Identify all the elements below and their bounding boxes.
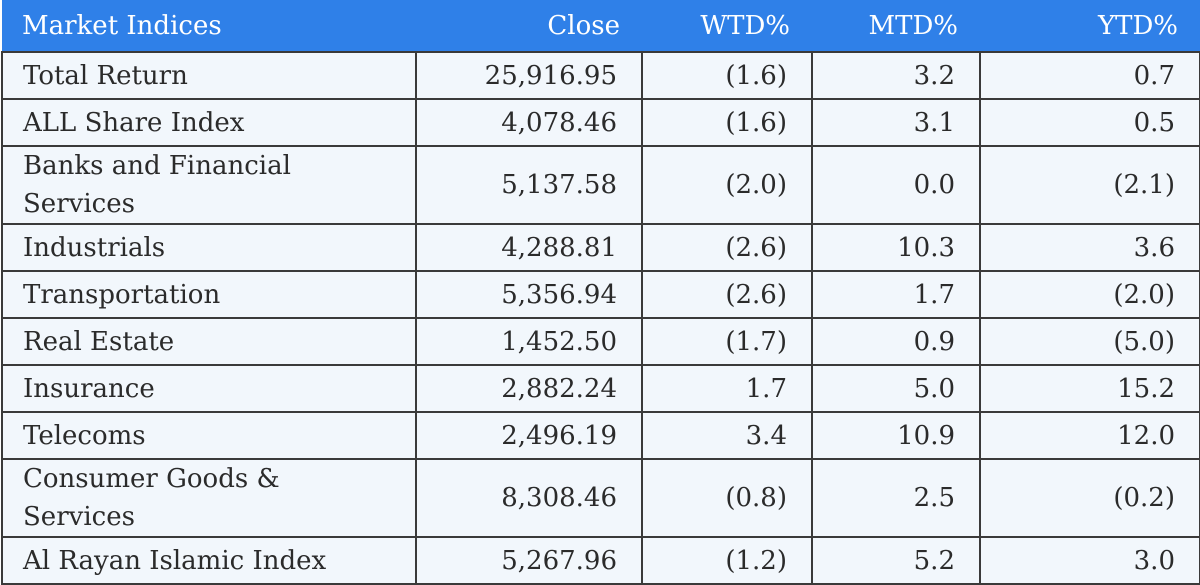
table-body: Total Return 25,916.95 (1.6) 3.2 0.7 ALL… bbox=[1, 51, 1200, 585]
close-value: 5,356.94 bbox=[415, 270, 643, 319]
table-row: Banks and Financial Services 5,137.58 (2… bbox=[1, 145, 1200, 225]
ytd-value: 0.7 bbox=[979, 51, 1200, 100]
table-row: Insurance 2,882.24 1.7 5.0 15.2 bbox=[1, 364, 1200, 413]
wtd-value: 3.4 bbox=[641, 411, 813, 460]
table-row: Telecoms 2,496.19 3.4 10.9 12.0 bbox=[1, 411, 1200, 460]
close-value: 5,137.58 bbox=[415, 145, 643, 225]
table-row: Consumer Goods & Services 8,308.46 (0.8)… bbox=[1, 458, 1200, 538]
index-name: Industrials bbox=[1, 223, 417, 272]
wtd-value: (2.0) bbox=[641, 145, 813, 225]
header-ytd: YTD% bbox=[1097, 10, 1178, 41]
index-name: Insurance bbox=[1, 364, 417, 413]
header-wtd: WTD% bbox=[700, 10, 790, 41]
index-name: Banks and Financial Services bbox=[1, 145, 417, 225]
ytd-value: (2.1) bbox=[979, 145, 1200, 225]
close-value: 2,496.19 bbox=[415, 411, 643, 460]
index-name: Total Return bbox=[1, 51, 417, 100]
close-value: 8,308.46 bbox=[415, 458, 643, 538]
ytd-value: 3.6 bbox=[979, 223, 1200, 272]
wtd-value: (1.6) bbox=[641, 98, 813, 147]
wtd-value: (0.8) bbox=[641, 458, 813, 538]
wtd-value: (1.7) bbox=[641, 317, 813, 366]
close-value: 4,078.46 bbox=[415, 98, 643, 147]
wtd-value: (2.6) bbox=[641, 270, 813, 319]
mtd-value: 5.2 bbox=[811, 536, 981, 585]
mtd-value: 0.9 bbox=[811, 317, 981, 366]
wtd-value: (1.2) bbox=[641, 536, 813, 585]
wtd-value: (1.6) bbox=[641, 51, 813, 100]
header-row: Market Indices Close WTD% MTD% YTD% bbox=[2, 0, 1200, 52]
ytd-value: (0.2) bbox=[979, 458, 1200, 538]
mtd-value: 10.9 bbox=[811, 411, 981, 460]
table-row: Transportation 5,356.94 (2.6) 1.7 (2.0) bbox=[1, 270, 1200, 319]
table-header: Market Indices Close WTD% MTD% YTD% bbox=[2, 0, 1200, 52]
close-value: 1,452.50 bbox=[415, 317, 643, 366]
header-market-indices: Market Indices bbox=[22, 10, 222, 41]
close-value: 5,267.96 bbox=[415, 536, 643, 585]
mtd-value: 10.3 bbox=[811, 223, 981, 272]
table-row: Industrials 4,288.81 (2.6) 10.3 3.6 bbox=[1, 223, 1200, 272]
mtd-value: 0.0 bbox=[811, 145, 981, 225]
table-row: Al Rayan Islamic Index 5,267.96 (1.2) 5.… bbox=[1, 536, 1200, 585]
close-value: 25,916.95 bbox=[415, 51, 643, 100]
ytd-value: 3.0 bbox=[979, 536, 1200, 585]
mtd-value: 3.2 bbox=[811, 51, 981, 100]
index-name: ALL Share Index bbox=[1, 98, 417, 147]
index-name: Telecoms bbox=[1, 411, 417, 460]
ytd-value: 12.0 bbox=[979, 411, 1200, 460]
mtd-value: 5.0 bbox=[811, 364, 981, 413]
ytd-value: 0.5 bbox=[979, 98, 1200, 147]
header-close: Close bbox=[547, 10, 620, 41]
mtd-value: 2.5 bbox=[811, 458, 981, 538]
header-mtd: MTD% bbox=[868, 10, 958, 41]
wtd-value: (2.6) bbox=[641, 223, 813, 272]
table-row: Total Return 25,916.95 (1.6) 3.2 0.7 bbox=[1, 51, 1200, 100]
ytd-value: (5.0) bbox=[979, 317, 1200, 366]
ytd-value: 15.2 bbox=[979, 364, 1200, 413]
wtd-value: 1.7 bbox=[641, 364, 813, 413]
mtd-value: 3.1 bbox=[811, 98, 981, 147]
index-name: Transportation bbox=[1, 270, 417, 319]
mtd-value: 1.7 bbox=[811, 270, 981, 319]
close-value: 2,882.24 bbox=[415, 364, 643, 413]
index-name: Real Estate bbox=[1, 317, 417, 366]
index-name: Al Rayan Islamic Index bbox=[1, 536, 417, 585]
ytd-value: (2.0) bbox=[979, 270, 1200, 319]
close-value: 4,288.81 bbox=[415, 223, 643, 272]
index-name: Consumer Goods & Services bbox=[1, 458, 417, 538]
table-row: ALL Share Index 4,078.46 (1.6) 3.1 0.5 bbox=[1, 98, 1200, 147]
table-row: Real Estate 1,452.50 (1.7) 0.9 (5.0) bbox=[1, 317, 1200, 366]
